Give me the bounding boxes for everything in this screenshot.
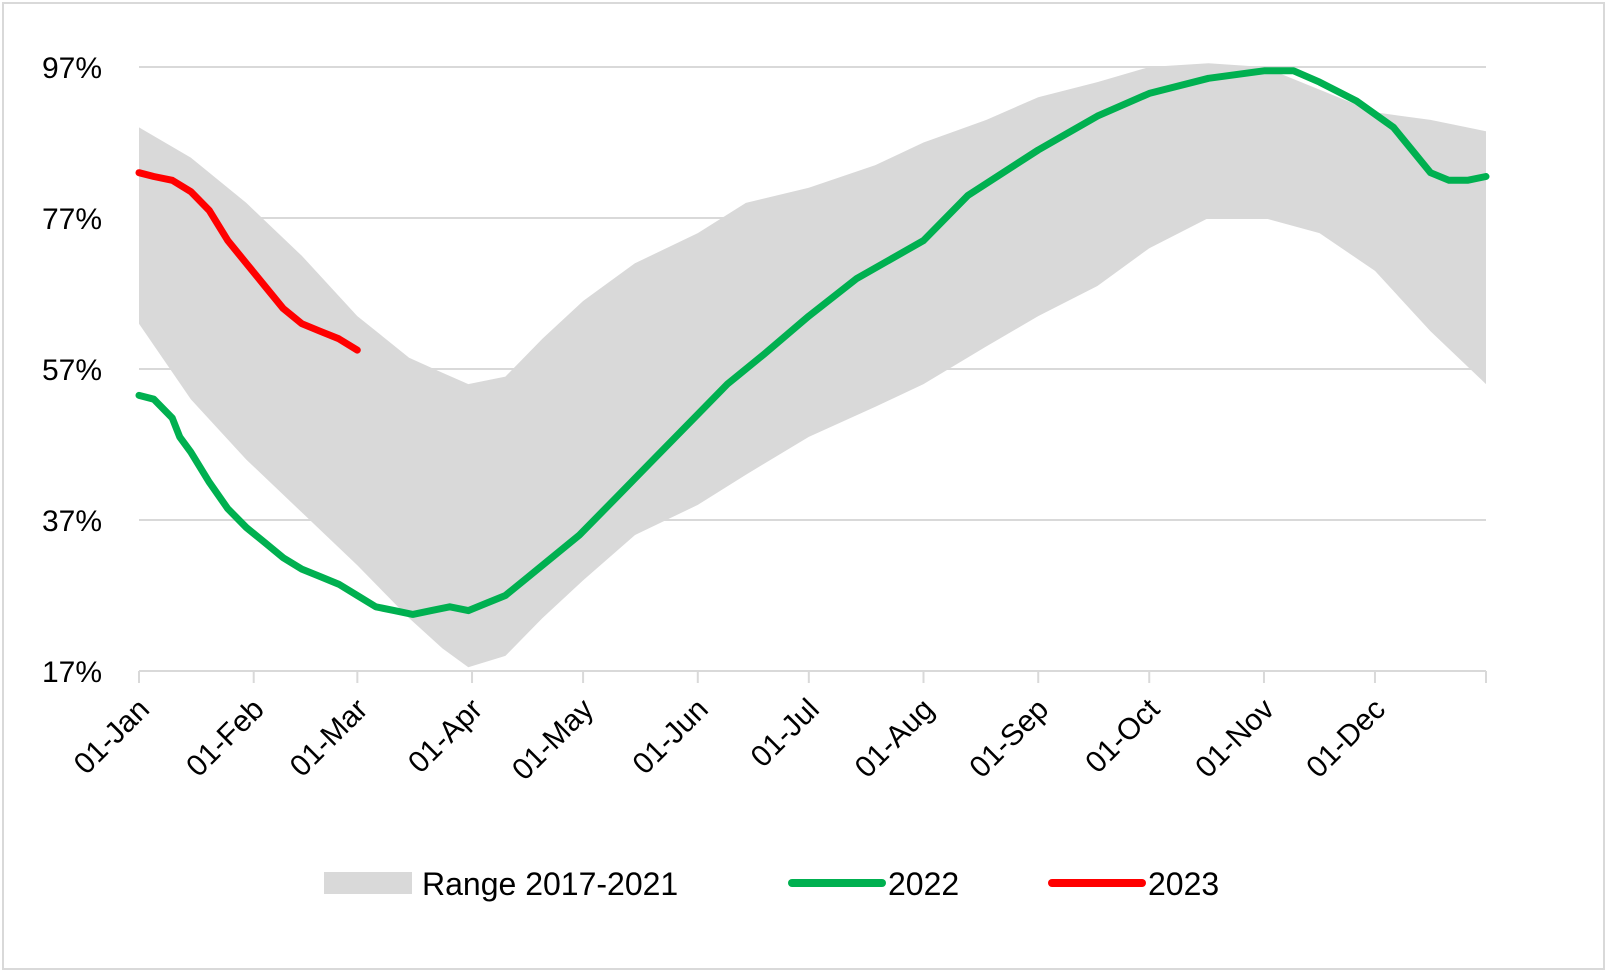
x-tick-label: 01-Sep: [963, 693, 1055, 785]
x-tick-label: 01-Jul: [745, 693, 826, 774]
x-tick-label: 01-Apr: [402, 693, 489, 780]
legend-label-range: Range 2017-2021: [422, 866, 678, 902]
x-tick-label: 01-Feb: [180, 693, 271, 784]
legend-swatch-range: [324, 872, 412, 894]
legend-label-2022: 2022: [888, 866, 959, 902]
legend: Range 2017-2021 2022 2023: [324, 866, 1219, 902]
x-tick-label: 01-Aug: [849, 693, 941, 785]
y-tick-label: 57%: [42, 354, 102, 387]
y-tick-label: 97%: [42, 52, 102, 85]
chart-svg: 17%37%57%77%97%01-Jan 01-Feb 01-Mar 01-Apr 0…: [42, 52, 1490, 902]
legend-label-2023: 2023: [1148, 866, 1219, 902]
x-tick-label: 01-Nov: [1189, 693, 1281, 785]
x-tick-label: 01-Mar: [284, 693, 375, 784]
y-tick-label: 37%: [42, 505, 102, 538]
y-tick-label: 77%: [42, 203, 102, 236]
x-tick-label: 01-Oct: [1079, 692, 1166, 779]
x-tick-label: 01-Jun: [627, 693, 715, 781]
y-tick-label: 17%: [42, 656, 102, 689]
series-line-2022: [135, 67, 1490, 618]
x-tick-label: 01-Jan: [68, 693, 156, 781]
x-tick-label: 01-May: [506, 693, 600, 787]
range-area-layer: [139, 63, 1486, 668]
series-lines-layer: [135, 67, 1490, 618]
range-area: [139, 63, 1486, 668]
series-line-2023: [135, 169, 361, 354]
x-tick-label: 01-Dec: [1300, 693, 1392, 785]
